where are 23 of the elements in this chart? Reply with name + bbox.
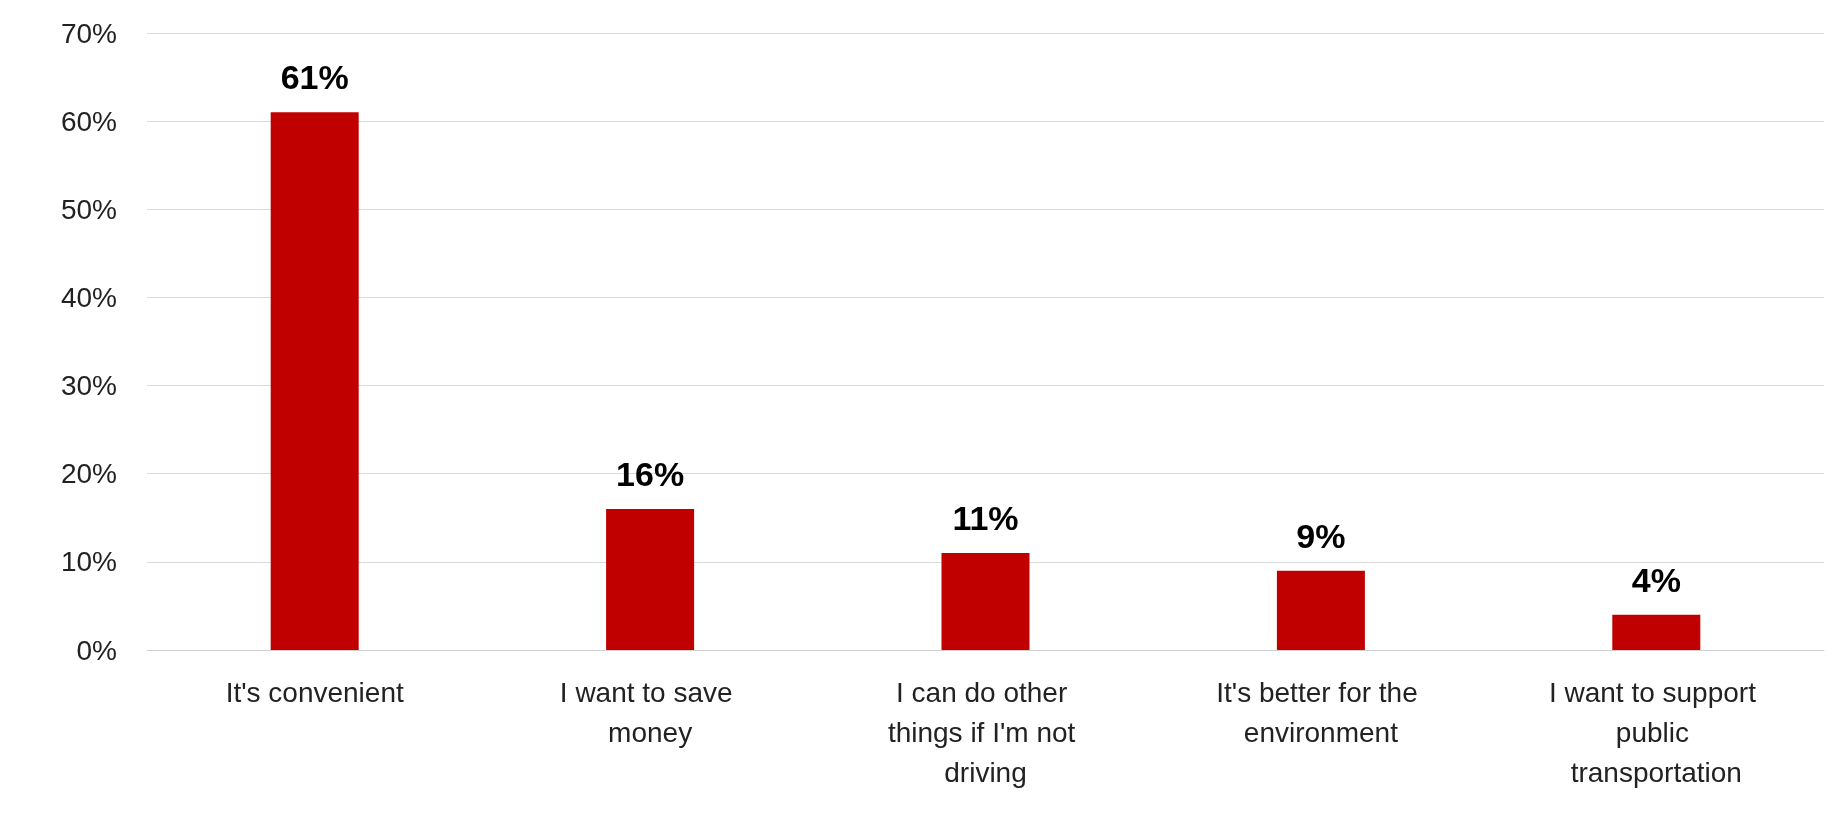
- y-tick-label: 50%: [60, 193, 117, 225]
- data-label: 61%: [280, 58, 349, 97]
- bar: [1276, 570, 1365, 650]
- bar: [606, 508, 695, 650]
- y-tick-label: 20%: [60, 458, 117, 490]
- x-tick-label: I want to save money: [559, 676, 741, 748]
- y-tick-label: 70%: [60, 17, 117, 49]
- y-tick-label: 30%: [60, 370, 117, 402]
- bar: [1612, 614, 1701, 650]
- x-tick-label: It's better for the environment: [1216, 676, 1426, 748]
- bar: [270, 112, 359, 650]
- y-tick-label: 60%: [60, 105, 117, 137]
- x-tick-label: It's convenient: [225, 676, 404, 708]
- data-label: 16%: [616, 454, 685, 493]
- y-tick-label: 0%: [76, 634, 117, 666]
- data-label: 9%: [1296, 516, 1346, 555]
- x-tick-label: I can do other things if I'm not driving: [887, 676, 1084, 788]
- data-label: 11%: [952, 499, 1019, 538]
- y-tick-label: 40%: [60, 281, 117, 313]
- bar: [941, 553, 1030, 650]
- data-label: 4%: [1631, 560, 1681, 599]
- y-tick-label: 10%: [60, 546, 117, 578]
- x-tick-label: I want to support public transportation: [1548, 676, 1764, 788]
